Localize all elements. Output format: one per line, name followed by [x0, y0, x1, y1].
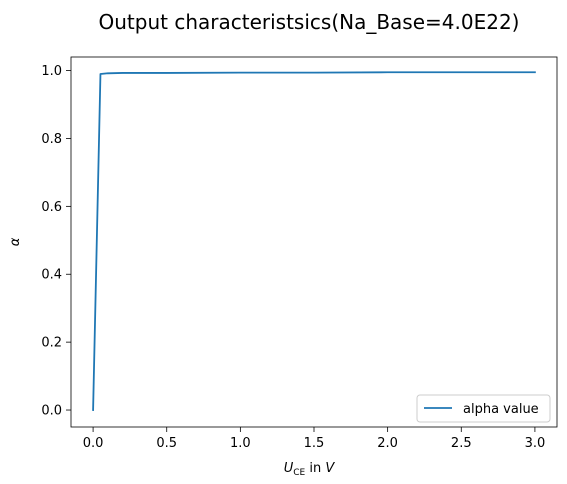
plot-frame [70, 56, 558, 428]
x-tick-label: 2.0 [377, 436, 398, 451]
y-tick-label: 0.8 [41, 132, 62, 147]
x-tick-label: 1.5 [304, 436, 325, 451]
y-axis-label: α [8, 237, 23, 246]
x-tick-label: 0.5 [156, 436, 177, 451]
x-axis-label-mid: in [305, 461, 325, 476]
legend-label: alpha value [463, 402, 539, 417]
y-tick-label: 0.2 [41, 336, 62, 351]
legend-box [416, 394, 551, 423]
plot-area [70, 56, 558, 428]
y-axis-ticks: 0.0 0.2 0.4 0.6 0.8 1.0 [41, 64, 71, 419]
x-axis-label-main: U [284, 461, 294, 476]
x-tick-label: 0.0 [83, 436, 104, 451]
y-tick-label: 0.6 [41, 200, 62, 215]
series-line-alpha-value [92, 71, 536, 411]
x-tick-label: 1.0 [230, 436, 251, 451]
chart-title: Output characteristsics(Na_Base=4.0E22) [99, 10, 520, 34]
x-axis-label-subscript: CE [293, 468, 305, 478]
legend: alpha value [416, 394, 551, 423]
x-tick-label: 3.0 [525, 436, 546, 451]
y-tick-label: 0.0 [41, 404, 62, 419]
series-layer [92, 71, 536, 411]
x-axis-label-unit: V [325, 461, 335, 476]
x-axis-label: UCE in V [284, 461, 336, 478]
x-axis-ticks: 0.0 0.5 1.0 1.5 2.0 2.5 3.0 [83, 427, 546, 451]
y-tick-label: 1.0 [41, 64, 62, 79]
y-tick-label: 0.4 [41, 268, 62, 283]
x-tick-label: 2.5 [451, 436, 472, 451]
